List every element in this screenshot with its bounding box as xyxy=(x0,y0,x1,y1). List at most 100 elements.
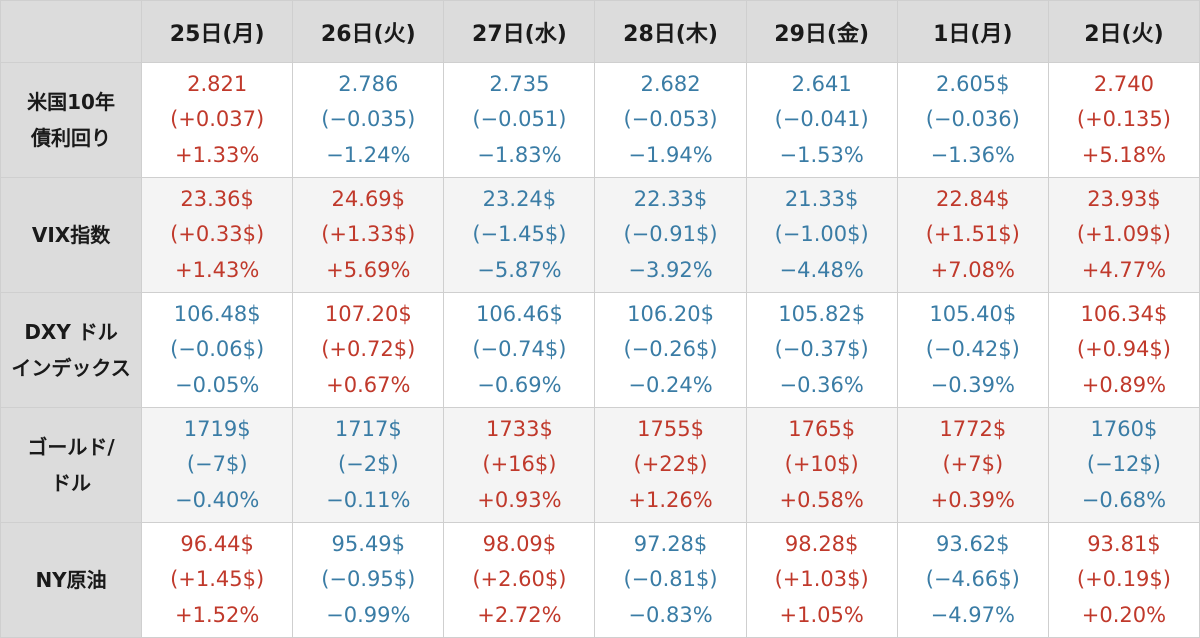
percent-change: −5.87% xyxy=(477,257,562,282)
percent-change: +0.93% xyxy=(477,487,562,512)
price-value: 98.09$ xyxy=(482,531,557,556)
price-value: 2.821 xyxy=(187,71,248,96)
percent-change: −0.39% xyxy=(930,372,1015,397)
change-value: (−2$) xyxy=(337,452,399,477)
table-row: VIX指数 23.36$ (+0.33$) +1.43% 24.69$ (+1.33$) +… xyxy=(0,177,1200,293)
price-value: 21.33$ xyxy=(784,186,859,211)
change-value: (−0.81$) xyxy=(623,567,718,592)
data-cell: 23.36$ (+0.33$) +1.43% xyxy=(141,177,294,293)
data-cell: 1733$ (+16$) +0.93% xyxy=(443,407,596,523)
price-value: 106.46$ xyxy=(476,301,563,326)
percent-change: +1.33% xyxy=(175,142,260,167)
data-cell: 106.48$ (−0.06$) −0.05% xyxy=(141,292,294,408)
price-value: 23.36$ xyxy=(180,186,254,211)
data-cell: 23.93$ (+1.09$) +4.77% xyxy=(1047,177,1200,293)
percent-change: −1.36% xyxy=(930,142,1015,167)
percent-change: −1.53% xyxy=(779,142,864,167)
change-value: (−0.91$) xyxy=(623,222,718,247)
price-value: 1772$ xyxy=(939,416,1007,441)
change-value: (+1.03$) xyxy=(774,567,869,592)
row-label: ゴールド/ ドル xyxy=(27,435,115,495)
change-value: (+1.33$) xyxy=(321,222,416,247)
percent-change: +1.05% xyxy=(779,602,864,627)
date-header: 28日(木) xyxy=(594,0,747,63)
price-value: 2.735 xyxy=(489,71,550,96)
percent-change: −0.83% xyxy=(628,602,713,627)
row-label: NY原油 xyxy=(35,568,107,592)
price-value: 1755$ xyxy=(637,416,704,441)
percent-change: −0.69% xyxy=(477,372,562,397)
data-cell: 98.28$ (+1.03$) +1.05% xyxy=(745,522,898,638)
data-cell: 97.28$ (−0.81$) −0.83% xyxy=(594,522,747,638)
corner-cell xyxy=(0,0,143,63)
change-value: (−0.37$) xyxy=(774,337,869,362)
data-cell: 107.20$ (+0.72$) +0.67% xyxy=(292,292,445,408)
price-value: 93.81$ xyxy=(1087,531,1161,556)
data-cell: 2.682 (−0.053) −1.94% xyxy=(594,62,747,178)
change-value: (−1.00$) xyxy=(774,222,869,247)
data-cell: 24.69$ (+1.33$) +5.69% xyxy=(292,177,445,293)
change-value: (+1.45$) xyxy=(170,567,265,592)
percent-change: −0.11% xyxy=(326,487,411,512)
price-value: 2.641 xyxy=(791,71,852,96)
data-cell: 21.33$ (−1.00$) −4.48% xyxy=(745,177,898,293)
price-value: 2.740 xyxy=(1093,71,1154,96)
date-header: 1日(月) xyxy=(896,0,1049,63)
percent-change: −3.92% xyxy=(628,257,713,282)
change-value: (−0.036) xyxy=(925,107,1020,132)
price-value: 1719$ xyxy=(183,416,251,441)
percent-change: +4.77% xyxy=(1081,257,1167,282)
data-cell: 98.09$ (+2.60$) +2.72% xyxy=(443,522,596,638)
data-cell: 1765$ (+10$) +0.58% xyxy=(745,407,898,523)
price-value: 1760$ xyxy=(1090,416,1158,441)
data-cell: 1755$ (+22$) +1.26% xyxy=(594,407,747,523)
data-cell: 2.735 (−0.051) −1.83% xyxy=(443,62,596,178)
percent-change: +1.26% xyxy=(628,487,713,512)
change-value: (+0.19$) xyxy=(1076,567,1171,592)
percent-change: +0.39% xyxy=(930,487,1015,512)
change-value: (−0.041) xyxy=(774,107,869,132)
price-value: 106.48$ xyxy=(173,301,261,326)
price-value: 22.84$ xyxy=(936,186,1010,211)
change-value: (−0.95$) xyxy=(321,567,416,592)
change-value: (+10$) xyxy=(784,452,859,477)
change-value: (+0.94$) xyxy=(1076,337,1171,362)
row-label: DXY ドル インデックス xyxy=(11,320,131,380)
percent-change: +2.72% xyxy=(477,602,562,627)
percent-change: −0.36% xyxy=(779,372,864,397)
price-value: 23.93$ xyxy=(1087,186,1161,211)
table-row: NY原油 96.44$ (+1.45$) +1.52% 95.49$ (−0.95$) −0… xyxy=(0,522,1200,638)
change-value: (−7$) xyxy=(186,452,248,477)
data-cell: 105.82$ (−0.37$) −0.36% xyxy=(745,292,898,408)
change-value: (−0.053) xyxy=(623,107,718,132)
price-value: 2.682 xyxy=(640,71,701,96)
data-cell: 1760$ (−12$) −0.68% xyxy=(1047,407,1200,523)
data-cell: 2.740 (+0.135) +5.18% xyxy=(1047,62,1200,178)
price-value: 98.28$ xyxy=(784,531,859,556)
price-value: 1733$ xyxy=(486,416,553,441)
percent-change: +0.89% xyxy=(1081,372,1167,397)
row-label: 米国10年 債利回り xyxy=(27,90,115,150)
percent-change: −1.24% xyxy=(326,142,411,167)
price-value: 105.40$ xyxy=(929,301,1017,326)
change-value: (+22$) xyxy=(633,452,708,477)
price-value: 95.49$ xyxy=(331,531,406,556)
table-row: ゴールド/ ドル 1719$ (−7$) −0.40% 1717$ (−2$) −0.11%… xyxy=(0,407,1200,523)
percent-change: −0.24% xyxy=(628,372,713,397)
header-row: 25日(月) 26日(火) 27日(水) 28日(木) 29日(金) 1日(月)… xyxy=(0,0,1200,63)
data-cell: 96.44$ (+1.45$) +1.52% xyxy=(141,522,294,638)
price-value: 106.34$ xyxy=(1080,301,1168,326)
percent-change: +1.52% xyxy=(175,602,260,627)
data-cell: 93.81$ (+0.19$) +0.20% xyxy=(1047,522,1200,638)
price-value: 1765$ xyxy=(788,416,856,441)
data-cell: 1772$ (+7$) +0.39% xyxy=(896,407,1049,523)
data-cell: 105.40$ (−0.42$) −0.39% xyxy=(896,292,1049,408)
row-label-cell: NY原油 xyxy=(0,522,143,638)
change-value: (−0.035) xyxy=(321,107,416,132)
change-value: (−0.42$) xyxy=(925,337,1020,362)
percent-change: +7.08% xyxy=(930,257,1015,282)
price-value: 1717$ xyxy=(334,416,402,441)
percent-change: −1.94% xyxy=(628,142,713,167)
price-value: 107.20$ xyxy=(324,301,412,326)
